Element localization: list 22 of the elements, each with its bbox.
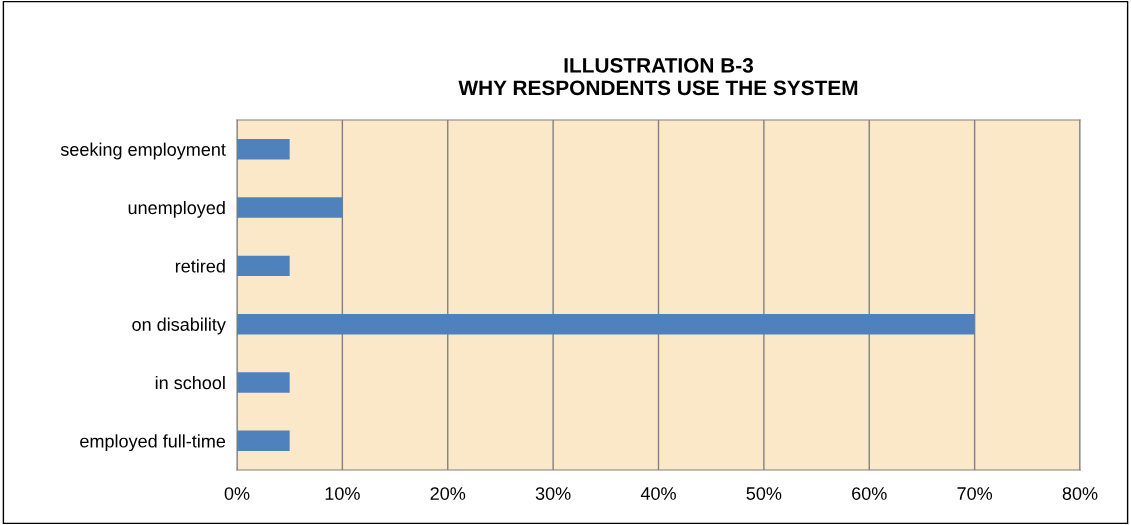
y-tick-label: on disability: [132, 317, 226, 335]
x-tick-label: 40%: [640, 487, 676, 500]
bar: [237, 255, 290, 277]
x-tick-label: 50%: [746, 487, 782, 500]
y-tick-label: in school: [155, 375, 225, 390]
x-tick-label: 80%: [1062, 487, 1098, 500]
bar: [237, 430, 290, 452]
y-tick-label: employed full-time: [80, 434, 226, 452]
x-tick-label: 0%: [224, 487, 250, 500]
bar: [237, 197, 343, 218]
x-tick-label: 10%: [325, 487, 360, 500]
bar: [237, 372, 290, 393]
bar: [237, 138, 290, 160]
x-tick-label: 60%: [852, 487, 887, 500]
x-tick-label: 70%: [957, 487, 993, 500]
y-tick-label: retired: [175, 259, 225, 273]
chart-title: ILLUSTRATION B-3 WHY RESPONDENTS USE THE SYSTEM: [458, 58, 858, 96]
bar: [237, 313, 975, 335]
y-tick-label: unemployed: [128, 200, 225, 218]
y-tick-label: seeking employment: [60, 142, 226, 160]
x-tick-label: 30%: [535, 487, 571, 500]
x-tick-label: 20%: [430, 487, 466, 500]
